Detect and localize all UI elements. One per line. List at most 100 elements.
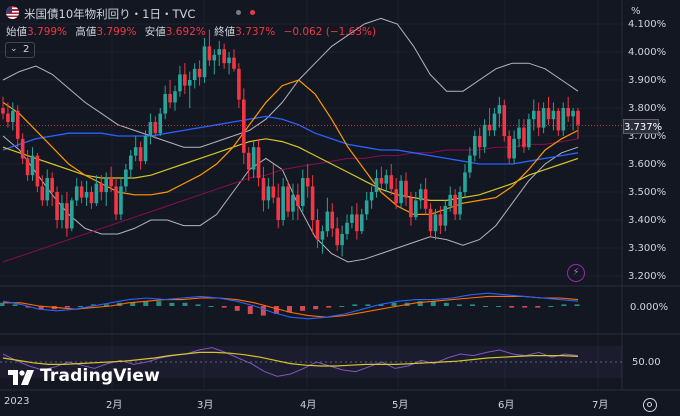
price-axis-label: 3.400% [628,215,667,226]
candle-body [183,74,187,86]
candle-body [477,136,482,148]
macd-histogram-bar [208,306,214,307]
candle-body [232,57,236,69]
close-label: 終値 [214,26,236,38]
change-value: −0.062 (−1.63%) [283,26,377,38]
macd-histogram-bar [77,306,83,307]
candle-body [271,186,276,198]
macd-histogram-bar [195,304,201,306]
macd-histogram-bar [561,304,567,306]
gear-icon[interactable] [643,398,657,412]
candle-body [50,178,54,192]
candle-body [320,231,325,240]
high-value: 3.799% [96,26,137,38]
macd-histogram-bar [574,304,580,306]
close-value: 3.737% [235,26,276,38]
ma-long-line [2,138,579,263]
candle-body [45,178,50,201]
candle-body [138,147,143,162]
candle-body [522,127,526,148]
candle-body [212,54,217,61]
chevron-down-icon: ⌄ [10,44,18,54]
ma-short-line [2,79,579,215]
current-price-tag: 3.737% [623,119,662,134]
candle-body [168,94,172,103]
price-axis-label: 3.300% [628,243,667,254]
price-axis-unit: % [631,6,641,17]
candle-body [438,214,443,226]
candle-body [497,105,502,114]
macd-histogram-bar [38,306,44,310]
candle-body [99,183,104,192]
candle-body [300,178,305,206]
candle-body [222,49,226,64]
candle-body [315,220,320,240]
status-dot-gray [236,10,241,15]
market-status-icon[interactable] [234,5,262,20]
macd-histogram-bar [339,306,345,307]
macd-histogram-bar [456,304,462,306]
candle-body [359,214,364,232]
rsi-ma-line [2,351,579,367]
candle-body [256,147,261,178]
candle-body [217,49,222,55]
candle-body [207,46,212,61]
macd-line [2,292,579,320]
open-label: 始値 [6,26,27,38]
macd-histogram-bar [509,306,515,308]
candle-body [379,178,384,184]
candle-body [79,186,84,198]
time-axis-label: 4月 [300,400,317,411]
time-axis-label: 2023 [4,396,30,407]
candle-body [571,110,575,117]
candle-body [40,186,45,201]
candle-body [330,211,335,229]
candle-body [458,192,462,215]
candle-body [197,68,202,78]
candle-body [114,186,118,215]
candle-body [305,178,310,187]
candle-body [517,127,521,139]
macd-histogram-bar [287,306,292,313]
macd-histogram-bar [143,301,149,306]
candle-body [65,203,69,229]
candle-body [409,197,413,218]
lightning-icon[interactable]: ⚡ [567,264,585,282]
macd-histogram-bar [469,304,475,306]
candle-body [227,57,231,64]
candle-body [399,180,403,204]
candle-body [369,192,374,201]
price-axis-label: 3.800% [628,103,667,114]
candle-body [143,136,148,162]
tradingview-logo[interactable]: TradingView [8,366,168,388]
candle-body [551,110,556,120]
macd-histogram-bar [365,304,371,306]
macd-histogram-bar [535,306,541,308]
candle-body [20,138,25,159]
price-axis-label: 4.100% [628,19,667,30]
candle-body [340,234,344,246]
candle-body [30,155,35,176]
candle-body [448,194,453,206]
indicators-collapse-button[interactable]: ⌄ 2 [5,42,35,58]
candle-body [128,155,133,170]
candle-body [178,74,182,92]
time-axis-label: 7月 [592,400,609,411]
symbol-title[interactable]: 米国債10年物利回り・1日・TVC [24,7,196,21]
candle-body [374,178,379,192]
candle-body [133,147,138,156]
price-axis-label: 3.700% [628,131,667,142]
candle-body [296,194,300,206]
macd-histogram-bar [247,306,253,314]
candle-body [512,138,516,159]
macd-histogram-bar [234,306,240,311]
candle-body [428,208,433,232]
macd-histogram-bar [391,302,397,306]
candle-body [531,110,536,120]
macd-histogram-bar [90,304,96,306]
candle-body [124,169,128,187]
candle-body [153,122,158,134]
candle-body [507,136,511,159]
price-axis-label: 4.000% [628,47,667,58]
